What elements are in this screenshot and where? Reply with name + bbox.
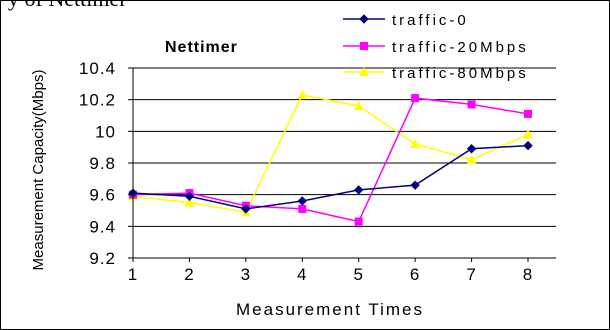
x-tick-label: 5 (353, 265, 363, 284)
x-tick-label: 6 (410, 265, 420, 284)
data-point-traffic-0 (410, 180, 420, 190)
data-point-traffic-80Mbps (184, 197, 195, 207)
cropped-caption: y of Nettimer (8, 0, 127, 12)
y-tick-label: 9.4 (89, 217, 116, 236)
y-tick-label: 10.4 (79, 59, 116, 78)
y-tick-label: 9.6 (89, 186, 116, 205)
data-point-traffic-80Mbps (410, 139, 421, 148)
series-line-traffic-0 (132, 144, 529, 210)
series-line-traffic-80Mbps (132, 94, 529, 213)
data-point-traffic-20Mbps (298, 204, 307, 213)
x-tick-label: 8 (523, 265, 533, 284)
y-axis-title: Measurement Capacity(Mbps) (30, 70, 47, 271)
data-point-traffic-80Mbps (523, 129, 533, 139)
y-tick-label: 10.2 (79, 91, 116, 110)
x-tick-label: 3 (241, 265, 251, 284)
y-tick-label: 9.2 (89, 249, 116, 268)
series-layer (128, 89, 533, 226)
data-point-traffic-80Mbps (466, 154, 477, 164)
legend-marker (359, 14, 369, 24)
grid (133, 67, 556, 227)
legend-label: traffic-80Mbps (392, 65, 529, 82)
data-point-traffic-0 (466, 144, 477, 154)
data-point-traffic-0 (297, 196, 307, 206)
x-tick-label: 4 (297, 265, 307, 284)
axes: 9.2 9.4 9.6 9.8 10 10.2 10.4 1 2 3 4 5 6 7 8 (79, 59, 556, 284)
y-tick-label: 10 (95, 122, 116, 141)
legend-marker (360, 42, 368, 50)
legend-marker (359, 67, 369, 76)
data-point-traffic-0 (241, 204, 251, 214)
chart-title: Nettimer (165, 39, 238, 56)
data-point-traffic-0 (184, 191, 195, 201)
data-point-traffic-0 (354, 185, 364, 195)
legend: traffic-0 traffic-20Mbps traffic-80Mbps (343, 12, 529, 82)
series-line-traffic-20Mbps (132, 97, 529, 223)
data-point-traffic-0 (523, 140, 533, 151)
x-tick-label: 1 (128, 265, 138, 284)
data-point-traffic-80Mbps (353, 101, 364, 110)
data-point-traffic-20Mbps (354, 217, 363, 226)
x-axis-title: Measurement Times (236, 300, 424, 319)
data-point-traffic-20Mbps (467, 100, 476, 109)
x-tick-label: 7 (466, 265, 476, 284)
y-tick-label: 9.8 (89, 154, 116, 173)
data-point-traffic-20Mbps (411, 94, 420, 103)
data-point-traffic-80Mbps (297, 89, 308, 99)
data-point-traffic-20Mbps (524, 109, 532, 118)
legend-label: traffic-20Mbps (392, 39, 529, 56)
legend-label: traffic-0 (392, 12, 469, 29)
x-tick-label: 2 (184, 265, 194, 284)
